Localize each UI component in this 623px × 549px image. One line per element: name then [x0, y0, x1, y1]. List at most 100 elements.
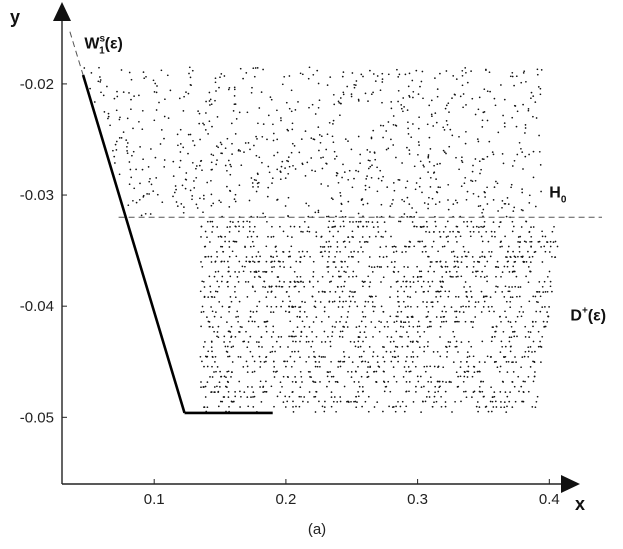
scatter-point [375, 235, 377, 238]
scatter-point [235, 255, 238, 258]
scatter-point [337, 181, 340, 184]
scatter-point [541, 261, 544, 263]
scatter-point [209, 220, 212, 223]
scatter-point [282, 251, 285, 253]
scatter-point [286, 400, 289, 403]
scatter-point [324, 400, 326, 403]
scatter-point [301, 300, 303, 303]
scatter-point [293, 145, 296, 147]
scatter-point [342, 163, 344, 166]
scatter-point [382, 136, 384, 139]
scatter-point [298, 151, 301, 154]
scatter-point [524, 325, 527, 328]
scatter-point [520, 226, 523, 228]
scatter-point [98, 66, 100, 69]
scatter-point [416, 265, 418, 268]
y-tick-label: -0.04 [20, 298, 54, 315]
scatter-point [370, 93, 373, 96]
scatter-point [336, 381, 339, 384]
scatter-point [429, 148, 432, 150]
scatter-point [522, 391, 525, 394]
scatter-point [383, 360, 386, 363]
scatter-point [272, 139, 275, 142]
scatter-point [238, 225, 240, 228]
scatter-point [315, 231, 318, 233]
scatter-point [511, 286, 513, 288]
scatter-point [206, 365, 209, 368]
scatter-point [407, 366, 410, 368]
scatter-point [287, 129, 290, 132]
scatter-point [226, 345, 229, 348]
scatter-point [458, 311, 461, 313]
scatter-point [409, 370, 412, 373]
scatter-point [287, 196, 290, 199]
scatter-point [241, 326, 243, 328]
scatter-point [503, 296, 506, 298]
scatter-point [293, 350, 296, 353]
scatter-point [353, 381, 356, 383]
scatter-point [385, 148, 388, 151]
scatter-point [509, 75, 512, 78]
scatter-point [500, 275, 502, 278]
scatter-point [383, 325, 386, 328]
scatter-point [275, 305, 278, 308]
scatter-point [459, 375, 462, 378]
scatter-point [223, 75, 226, 77]
scatter-point [533, 375, 536, 378]
scatter-point [522, 380, 525, 383]
scatter-point [312, 275, 315, 278]
scatter-point [509, 296, 512, 298]
scatter-point [380, 266, 383, 268]
scatter-point [532, 115, 534, 118]
scatter-point [261, 161, 263, 164]
scatter-point [286, 290, 288, 293]
scatter-point [294, 376, 296, 378]
scatter-point [359, 345, 362, 348]
scatter-point [353, 341, 356, 343]
scatter-point [482, 111, 485, 114]
scatter-point [390, 138, 392, 141]
scatter-point [506, 260, 509, 263]
scatter-point [507, 245, 510, 248]
scatter-point [358, 336, 361, 338]
scatter-point [494, 400, 497, 403]
scatter-point [551, 290, 553, 293]
scatter-point [490, 386, 492, 389]
scatter-point [147, 166, 150, 168]
scatter-point [355, 370, 357, 373]
scatter-point [300, 138, 303, 140]
scatter-point [453, 255, 456, 258]
scatter-point [314, 113, 317, 115]
scatter-point [327, 371, 330, 374]
scatter-point [518, 295, 521, 298]
scatter-point [216, 255, 219, 258]
scatter-point [412, 401, 415, 403]
scatter-point [443, 151, 446, 153]
scatter-point [321, 405, 324, 408]
scatter-point [409, 296, 412, 298]
scatter-point [518, 310, 521, 313]
scatter-point [181, 184, 184, 187]
scatter-point [314, 411, 317, 413]
scatter-point [515, 275, 518, 278]
scatter-point [447, 240, 449, 243]
scatter-point [397, 178, 400, 181]
scatter-point [413, 225, 415, 228]
scatter-point [228, 206, 231, 208]
scatter-point [405, 280, 408, 283]
scatter-point [430, 381, 433, 383]
scatter-point [465, 104, 467, 106]
scatter-point [226, 281, 229, 283]
scatter-point [390, 261, 393, 263]
scatter-point [339, 365, 342, 368]
scatter-point [364, 280, 366, 283]
scatter-point [466, 190, 469, 193]
scatter-point [430, 261, 433, 263]
scatter-point [307, 204, 310, 207]
scatter-point [442, 149, 445, 152]
scatter-point [313, 305, 316, 308]
scatter-point [262, 68, 264, 71]
scatter-point [495, 285, 497, 288]
scatter-point [229, 163, 232, 166]
scatter-point [491, 326, 494, 328]
